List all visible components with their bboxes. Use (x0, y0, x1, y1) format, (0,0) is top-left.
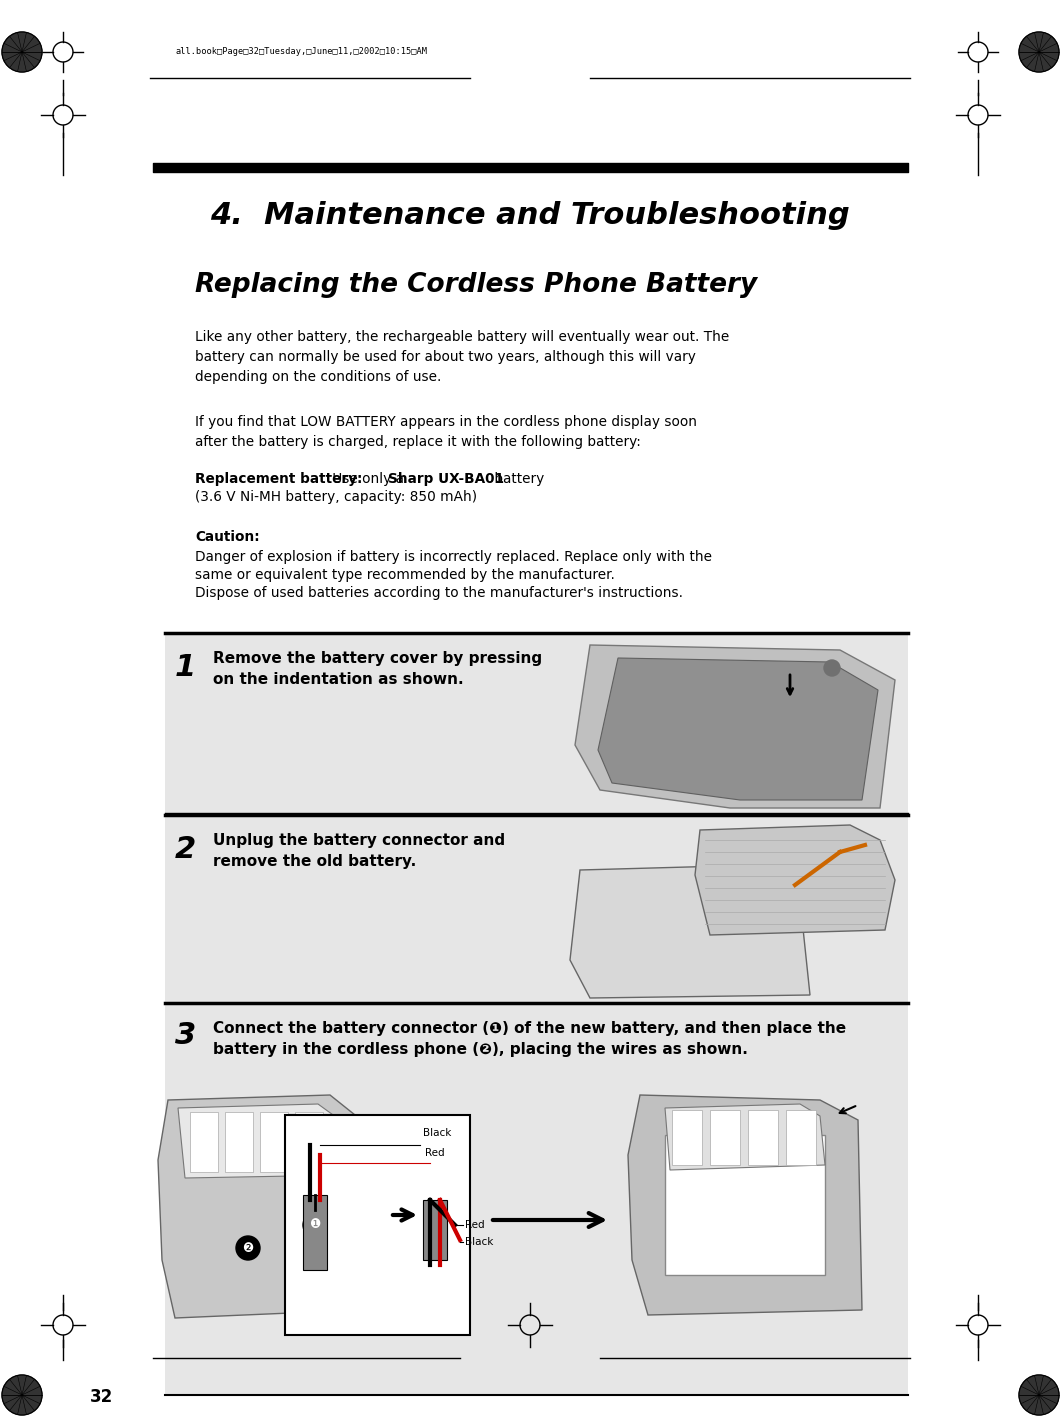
Text: ❷: ❷ (242, 1241, 254, 1255)
Text: Connect the battery connector (❶) of the new battery, and then place the
battery: Connect the battery connector (❶) of the… (213, 1021, 846, 1057)
Polygon shape (575, 645, 895, 808)
Text: Danger of explosion if battery is incorrectly replaced. Replace only with the: Danger of explosion if battery is incorr… (195, 550, 712, 564)
Bar (166, 633, 908, 813)
Polygon shape (178, 1104, 348, 1178)
Text: all.book□Page□32□Tuesday,□June□11,□2002□10:15□AM: all.book□Page□32□Tuesday,□June□11,□2002□… (175, 47, 427, 57)
Polygon shape (158, 1095, 365, 1318)
Text: Red: Red (425, 1148, 445, 1158)
Text: 4.  Maintenance and Troubleshooting: 4. Maintenance and Troubleshooting (210, 200, 850, 230)
Circle shape (2, 31, 42, 71)
Text: 3: 3 (175, 1021, 196, 1050)
Bar (166, 1002, 908, 1395)
Text: ❶: ❶ (310, 1218, 320, 1231)
Bar (190, 1112, 218, 1172)
Bar (710, 1110, 740, 1165)
FancyBboxPatch shape (285, 1115, 470, 1335)
Text: Like any other battery, the rechargeable battery will eventually wear out. The
b: Like any other battery, the rechargeable… (195, 330, 729, 384)
Circle shape (236, 1237, 260, 1259)
Text: Sharp UX-BA01: Sharp UX-BA01 (388, 473, 504, 486)
Text: Use only a: Use only a (328, 473, 408, 486)
Text: Caution:: Caution: (195, 530, 260, 544)
Bar (225, 1112, 253, 1172)
Text: If you find that LOW BATTERY appears in the cordless phone display soon
after th: If you find that LOW BATTERY appears in … (195, 416, 697, 448)
Bar (672, 1110, 702, 1165)
Polygon shape (665, 1104, 825, 1170)
Polygon shape (695, 825, 895, 935)
Bar (748, 1110, 778, 1165)
Text: Red: Red (465, 1220, 485, 1230)
Text: Black: Black (423, 1128, 451, 1138)
Bar (295, 1112, 323, 1172)
Circle shape (824, 660, 840, 675)
Polygon shape (628, 1095, 862, 1315)
Circle shape (1019, 1375, 1059, 1415)
Text: Dispose of used batteries according to the manufacturer's instructions.: Dispose of used batteries according to t… (195, 585, 683, 600)
Bar (786, 1110, 816, 1165)
Text: 2: 2 (175, 835, 196, 864)
Polygon shape (570, 865, 810, 998)
Text: Unplug the battery connector and
remove the old battery.: Unplug the battery connector and remove … (213, 833, 505, 870)
Text: Remove the battery cover by pressing
on the indentation as shown.: Remove the battery cover by pressing on … (213, 651, 542, 687)
Text: Replacing the Cordless Phone Battery: Replacing the Cordless Phone Battery (195, 271, 758, 298)
Text: 1: 1 (175, 653, 196, 683)
Bar (665, 1135, 825, 1275)
Polygon shape (598, 658, 879, 800)
Text: battery: battery (490, 473, 544, 486)
Bar (166, 815, 908, 1002)
Text: (3.6 V Ni-MH battery, capacity: 850 mAh): (3.6 V Ni-MH battery, capacity: 850 mAh) (195, 490, 477, 504)
Circle shape (1019, 31, 1059, 71)
Text: Black: Black (465, 1237, 493, 1247)
Text: Replacement battery:: Replacement battery: (195, 473, 363, 486)
Bar (260, 1112, 288, 1172)
Text: 32: 32 (90, 1388, 114, 1407)
Bar (423, 1200, 447, 1259)
Circle shape (2, 1375, 42, 1415)
Circle shape (303, 1212, 327, 1237)
Bar (303, 1195, 327, 1269)
Text: same or equivalent type recommended by the manufacturer.: same or equivalent type recommended by t… (195, 568, 615, 583)
